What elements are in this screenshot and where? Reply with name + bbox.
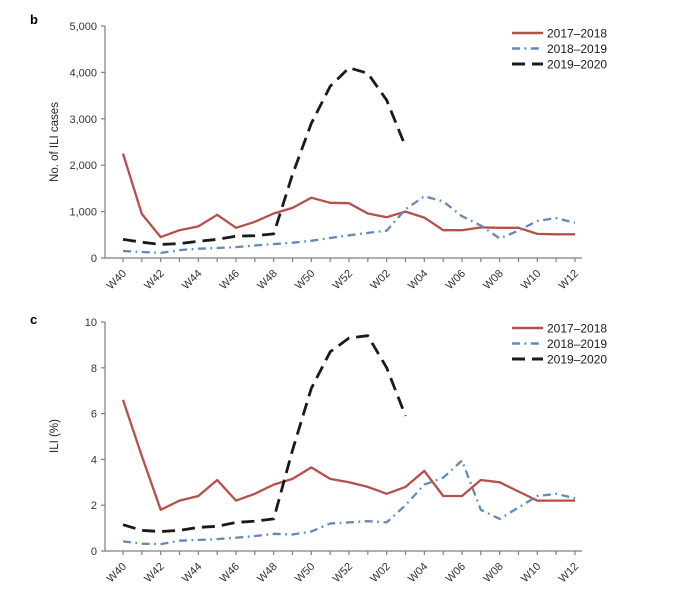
series-line-2019-2020 <box>122 66 407 246</box>
y-tick-label: 4 <box>91 454 97 466</box>
x-axis-ticks: W40 W42 W44 W46 W48 W50 W52 W02 W04 W06 W08 W10 W12 <box>105 551 581 585</box>
x-tick-label: W50 <box>293 561 317 585</box>
series-line-2019-2020 <box>122 334 407 533</box>
x-tick-label: W08 <box>481 561 505 585</box>
x-tick-label: W12 <box>557 561 581 585</box>
panel-b-y-axis-title: No. of ILI cases <box>49 102 61 182</box>
panel-c-y-axis-title: ILI (%) <box>49 419 61 453</box>
legend-label: 2018–2019 <box>547 42 607 56</box>
panel-b-chart: b No. of ILI cases 0 1,000 2,000 3,000 4,000… <box>30 12 607 292</box>
axes <box>104 26 582 259</box>
panel-b-letter: b <box>30 12 38 27</box>
x-tick-label: W50 <box>293 268 317 292</box>
y-tick-label: 3,000 <box>69 114 97 126</box>
x-tick-label: W02 <box>368 268 392 292</box>
x-tick-label: W46 <box>218 268 242 292</box>
x-tick-label: W44 <box>180 268 204 292</box>
y-tick-label: 5,000 <box>69 21 97 33</box>
x-tick-label: W42 <box>142 268 166 292</box>
x-tick-label: W44 <box>180 561 204 585</box>
x-tick-label: W04 <box>406 268 430 292</box>
x-tick-label: W52 <box>331 268 355 292</box>
x-tick-label: W06 <box>444 268 468 292</box>
legend-label: 2017–2018 <box>547 322 607 336</box>
x-axis-ticks: W40 W42 W44 W46 W48 W50 W52 W02 W04 W06 W08 W10 W12 <box>105 258 581 292</box>
y-axis-ticks: 0 2 4 6 8 10 <box>85 317 105 558</box>
axes <box>104 322 582 552</box>
panel-c-chart: c ILI (%) 0 2 4 6 8 10 W40 W42 W44 W46 W48 W50 W52 W0… <box>30 312 608 585</box>
x-tick-label: W04 <box>406 561 430 585</box>
y-tick-label: 0 <box>91 546 97 558</box>
x-tick-label: W10 <box>519 561 543 585</box>
legend-label: 2019–2020 <box>547 353 607 367</box>
x-tick-label: W40 <box>105 268 129 292</box>
x-tick-label: W02 <box>368 561 392 585</box>
panel-c-letter: c <box>30 312 37 327</box>
y-tick-label: 1,000 <box>69 207 97 219</box>
x-tick-label: W12 <box>557 268 581 292</box>
series-line-2017-2018 <box>121 153 575 239</box>
legend-label: 2017–2018 <box>547 27 607 41</box>
y-tick-label: 2,000 <box>69 160 97 172</box>
x-tick-label: W40 <box>105 561 129 585</box>
x-tick-label: W10 <box>519 268 543 292</box>
y-axis-ticks: 0 1,000 2,000 3,000 4,000 5,000 <box>69 21 105 265</box>
x-tick-label: W48 <box>255 268 279 292</box>
y-tick-label: 4,000 <box>69 67 97 79</box>
y-tick-label: 6 <box>91 409 97 421</box>
x-tick-label: W48 <box>255 561 279 585</box>
panel-c-plot-area: 0 2 4 6 8 10 W40 W42 W44 W46 W48 W50 W52 W02 W04 W06 W08… <box>85 317 608 585</box>
x-tick-label: W08 <box>481 268 505 292</box>
series-line-2017-2018 <box>121 399 575 511</box>
x-tick-label: W46 <box>218 561 242 585</box>
x-tick-label: W42 <box>142 561 166 585</box>
y-tick-label: 2 <box>91 500 97 512</box>
x-tick-label: W06 <box>444 561 468 585</box>
y-tick-label: 10 <box>85 317 97 329</box>
x-tick-label: W52 <box>331 561 355 585</box>
legend-label: 2018–2019 <box>547 337 607 351</box>
legend-label: 2019–2020 <box>547 58 607 72</box>
y-tick-label: 8 <box>91 363 97 375</box>
series-line-2018-2019 <box>122 459 576 546</box>
series-line-2018-2019 <box>122 195 576 255</box>
y-tick-label: 0 <box>91 253 97 265</box>
